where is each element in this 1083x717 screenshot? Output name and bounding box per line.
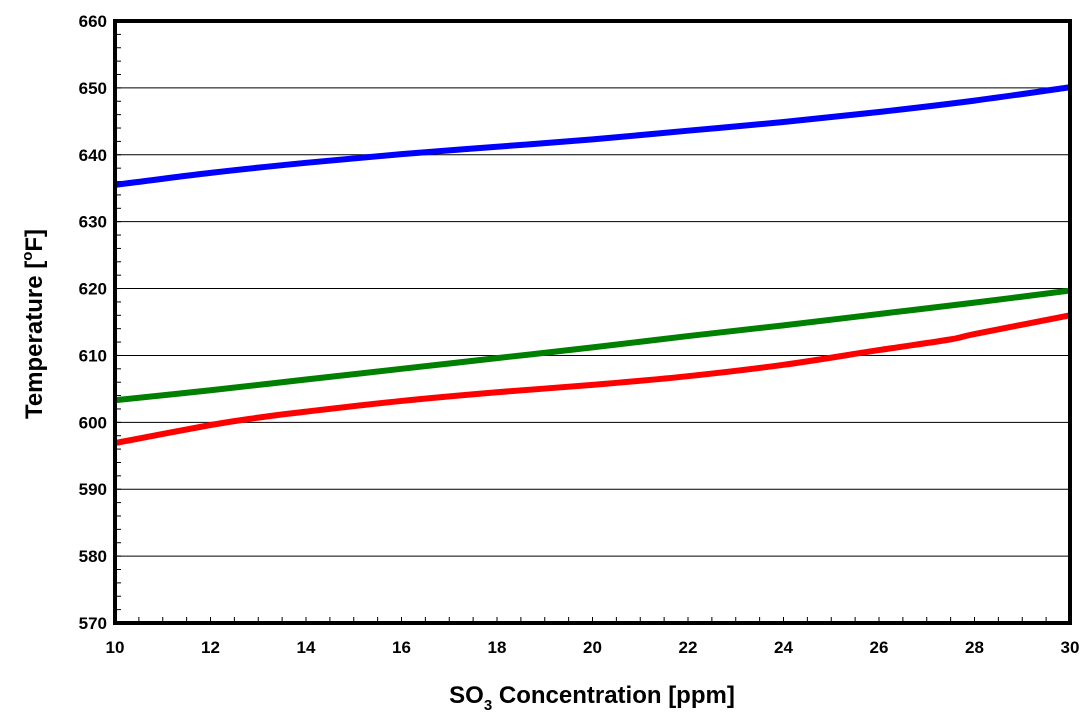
y-tick-label: 660 bbox=[79, 12, 107, 31]
x-axis-title: SO3 Concentration [ppm] bbox=[449, 682, 735, 714]
x-tick-label: 18 bbox=[488, 638, 507, 657]
x-tick-label: 16 bbox=[392, 638, 411, 657]
grid-lines bbox=[115, 87, 1070, 557]
x-tick-label: 14 bbox=[297, 638, 316, 657]
x-axis-title-rest: Concentration [ppm] bbox=[492, 682, 735, 709]
y-tick-label: 590 bbox=[79, 480, 107, 499]
x-tick-label: 20 bbox=[583, 638, 602, 657]
y-tick-label: 600 bbox=[79, 413, 107, 432]
y-tick-label: 630 bbox=[79, 213, 107, 232]
y-axis-title: Temperature [oF] bbox=[19, 229, 48, 419]
x-tick-label: 12 bbox=[201, 638, 220, 657]
y-tick-label: 650 bbox=[79, 79, 107, 98]
x-tick-label: 30 bbox=[1061, 638, 1080, 657]
series-line-2 bbox=[114, 287, 1071, 404]
x-tick-label: 10 bbox=[106, 638, 125, 657]
x-axis-title-subscript: 3 bbox=[484, 697, 492, 714]
minor-ticks bbox=[115, 33, 1047, 623]
x-tick-label: 26 bbox=[870, 638, 889, 657]
y-tick-label: 570 bbox=[79, 614, 107, 633]
y-tick-label: 640 bbox=[79, 146, 107, 165]
y-tick-labels: 570 580 590 600 610 620 630 640 650 660 bbox=[79, 12, 107, 633]
y-tick-label: 620 bbox=[79, 280, 107, 299]
y-axis-title-superscript: o bbox=[19, 252, 36, 261]
series-line-1 bbox=[114, 84, 1071, 188]
x-tick-label: 24 bbox=[774, 638, 793, 657]
series-line-3 bbox=[114, 312, 1071, 447]
y-axis-title-rest: F] bbox=[21, 229, 48, 252]
y-axis-title-main: Temperature [ bbox=[21, 261, 48, 419]
x-tick-labels: 10 12 14 16 18 20 22 24 26 28 30 bbox=[106, 638, 1080, 657]
x-tick-label: 28 bbox=[965, 638, 984, 657]
x-axis-title-main: SO bbox=[449, 682, 484, 709]
y-tick-label: 610 bbox=[79, 346, 107, 365]
y-tick-label: 580 bbox=[79, 547, 107, 566]
x-tick-label: 22 bbox=[679, 638, 698, 657]
series-layer bbox=[114, 84, 1071, 447]
plot-frame bbox=[113, 19, 1072, 625]
